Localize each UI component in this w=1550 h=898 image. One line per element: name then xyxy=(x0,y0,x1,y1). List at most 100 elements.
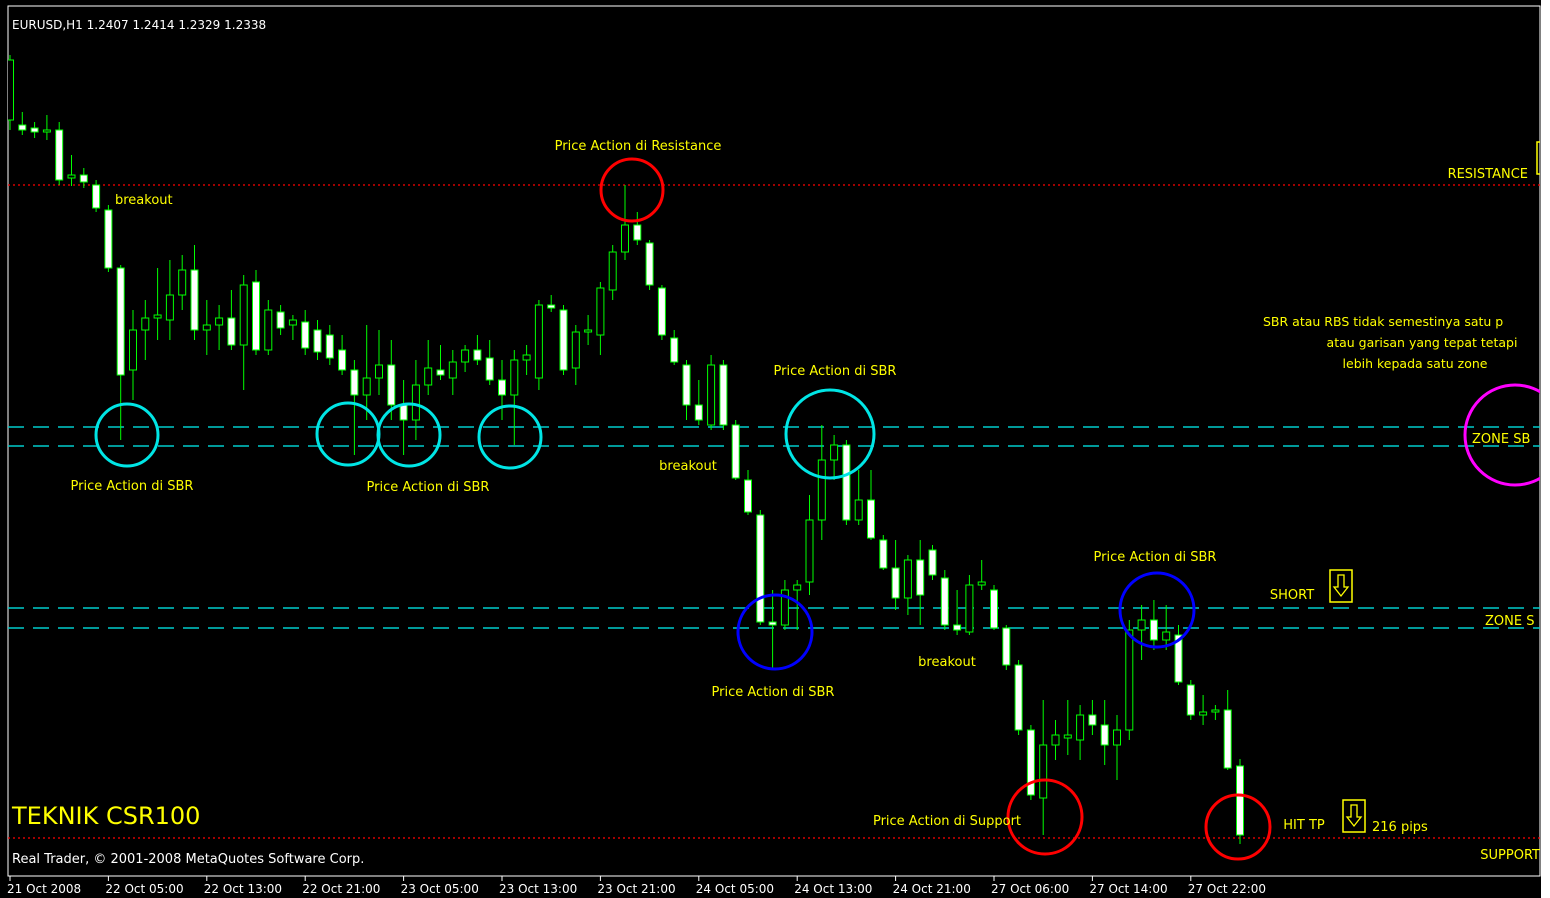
down-arrow-icon xyxy=(1536,141,1540,175)
candle-body xyxy=(1137,619,1146,631)
symbol: EURUSD,H1 xyxy=(12,18,83,32)
candle-body xyxy=(18,124,27,131)
candle-body xyxy=(165,294,174,321)
candle-body xyxy=(178,269,187,296)
x-tick-label: 27 Oct 14:00 xyxy=(1089,882,1167,896)
candle-body xyxy=(510,359,519,396)
candle-body xyxy=(744,479,752,513)
annotation: Price Action di Support xyxy=(873,814,1021,829)
candle-body xyxy=(375,364,383,379)
zone-label: ZONE S xyxy=(1485,614,1534,629)
copyright: Real Trader, © 2001-2008 MetaQuotes Soft… xyxy=(12,852,364,867)
arrow-box xyxy=(1329,569,1353,603)
candle-body xyxy=(129,329,137,371)
candle-body xyxy=(608,251,617,291)
candle-body xyxy=(92,184,101,209)
header-high: 1.2414 xyxy=(132,18,174,32)
note-line: SBR atau RBS tidak semestinya satu p xyxy=(1263,314,1503,329)
candle-body xyxy=(534,304,543,379)
candle-body xyxy=(448,361,457,379)
highlight-circle xyxy=(1006,778,1084,856)
candle-body xyxy=(239,284,248,346)
x-tick-label: 23 Oct 05:00 xyxy=(401,882,479,896)
x-tick-label: 22 Oct 05:00 xyxy=(105,882,183,896)
candle-body xyxy=(252,281,260,351)
candle-body xyxy=(1088,714,1097,726)
annotation: breakout xyxy=(918,655,976,670)
candle-body xyxy=(621,224,629,253)
candle-body xyxy=(854,499,863,521)
candle-body xyxy=(1199,711,1208,716)
candle-body xyxy=(953,624,962,631)
header-low: 1.2329 xyxy=(178,18,220,32)
candle-body xyxy=(965,584,974,633)
header-close: 1.2338 xyxy=(224,18,266,32)
arrow xyxy=(1332,574,1350,598)
candle-body xyxy=(153,314,162,319)
candle-body xyxy=(768,621,777,626)
candle-body xyxy=(104,209,113,269)
candle-body xyxy=(1039,744,1048,799)
x-tick-label: 27 Oct 22:00 xyxy=(1188,882,1266,896)
candle-body xyxy=(1162,631,1171,641)
candle-body xyxy=(645,242,654,286)
candle-body xyxy=(350,369,359,396)
candle-body xyxy=(498,379,506,396)
candle-body xyxy=(227,317,236,346)
candle-body xyxy=(42,129,51,133)
candle-body xyxy=(780,589,789,626)
annotation: Price Action di SBR xyxy=(71,479,194,494)
header-open: 1.2407 xyxy=(87,18,129,32)
highlight-circle xyxy=(477,404,543,470)
highlight-circle xyxy=(736,593,814,671)
candle-body xyxy=(461,349,470,363)
candle-body xyxy=(436,369,445,376)
candle-body xyxy=(8,59,14,121)
candle-body xyxy=(596,287,605,336)
candle-body xyxy=(817,459,826,521)
candle-body xyxy=(805,519,814,583)
annotation: 216 pips xyxy=(1372,820,1428,835)
watermark: TEKNIK CSR100 xyxy=(11,802,200,830)
candle-body xyxy=(707,364,716,426)
annotation: Price Action di Resistance xyxy=(555,139,722,154)
candle-body xyxy=(1113,729,1121,746)
candle-body xyxy=(756,514,765,623)
candle-body xyxy=(657,287,666,336)
x-tick-label: 22 Oct 13:00 xyxy=(204,882,282,896)
note-line: atau garisan yang tepat tetapi xyxy=(1327,335,1518,350)
arrow-box xyxy=(1536,141,1540,175)
highlight-circle xyxy=(376,402,442,468)
candle-body xyxy=(1051,734,1060,746)
x-tick-label: 23 Oct 21:00 xyxy=(597,882,675,896)
candle-body xyxy=(522,354,531,361)
highlight-circle xyxy=(784,388,876,480)
arrow xyxy=(1345,804,1363,828)
candle-body xyxy=(928,549,937,576)
annotation: breakout xyxy=(115,193,173,208)
candle-body xyxy=(682,364,691,406)
annotation: Price Action di SBR xyxy=(367,480,490,495)
candle-body xyxy=(55,129,64,181)
x-tick-label: 22 Oct 21:00 xyxy=(302,882,380,896)
candle-body xyxy=(264,309,273,351)
candle-body xyxy=(411,384,420,421)
resistance-label: RESISTANCE xyxy=(1448,167,1528,182)
candle-body xyxy=(571,331,580,369)
candle-body xyxy=(313,329,322,353)
candle-body xyxy=(424,367,433,386)
candle-body xyxy=(633,224,642,241)
candle-body xyxy=(719,364,728,426)
candle-body xyxy=(141,317,150,331)
candle-body xyxy=(916,559,925,596)
highlight-circle xyxy=(599,157,665,223)
candle-body xyxy=(990,589,998,629)
candle-body xyxy=(362,377,371,396)
candle-body xyxy=(1014,664,1023,731)
candle-body xyxy=(338,349,347,371)
highlight-circle xyxy=(1204,793,1272,861)
candle-body xyxy=(559,309,568,371)
candle-body xyxy=(399,404,408,421)
